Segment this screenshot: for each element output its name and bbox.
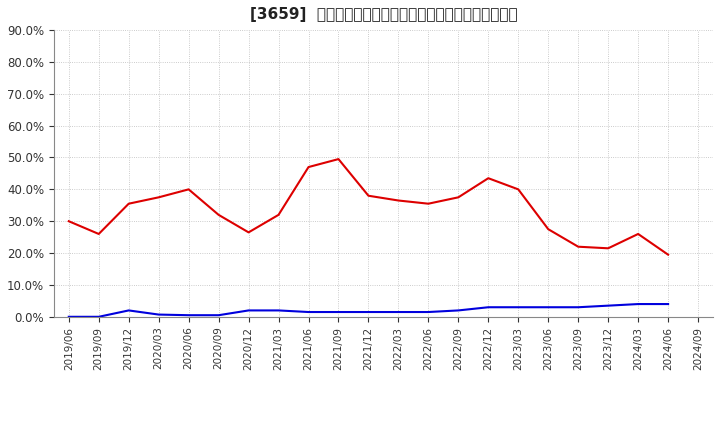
現預金 (364, 193, 373, 198)
現預金 (215, 212, 223, 217)
有利子負債 (334, 309, 343, 315)
現預金 (664, 252, 672, 257)
有利子負債 (244, 308, 253, 313)
有利子負債 (154, 312, 163, 317)
有利子負債 (394, 309, 402, 315)
Line: 有利子負債: 有利子負債 (69, 304, 668, 317)
有利子負債 (304, 309, 312, 315)
現預金 (304, 165, 312, 170)
現預金 (424, 201, 433, 206)
有利子負債 (184, 312, 193, 318)
現預金 (484, 176, 492, 181)
有利子負債 (424, 309, 433, 315)
現預金 (154, 194, 163, 200)
現預金 (334, 157, 343, 162)
有利子負債 (574, 304, 582, 310)
現預金 (604, 246, 613, 251)
有利子負債 (94, 314, 103, 319)
現預金 (634, 231, 642, 237)
現預金 (574, 244, 582, 249)
現預金 (184, 187, 193, 192)
有利子負債 (364, 309, 373, 315)
現預金 (544, 227, 552, 232)
有利子負債 (604, 303, 613, 308)
有利子負債 (215, 312, 223, 318)
Title: [3659]  現預金、有利子負債の総資産に対する比率の推移: [3659] 現預金、有利子負債の総資産に対する比率の推移 (250, 7, 517, 22)
有利子負債 (634, 301, 642, 307)
現預金 (514, 187, 523, 192)
有利子負債 (544, 304, 552, 310)
有利子負債 (484, 304, 492, 310)
有利子負債 (514, 304, 523, 310)
Line: 現預金: 現預金 (69, 159, 668, 255)
現預金 (125, 201, 133, 206)
現預金 (65, 219, 73, 224)
有利子負債 (65, 314, 73, 319)
有利子負債 (125, 308, 133, 313)
現預金 (394, 198, 402, 203)
現預金 (244, 230, 253, 235)
現預金 (274, 212, 283, 217)
有利子負債 (664, 301, 672, 307)
有利子負債 (454, 308, 463, 313)
有利子負債 (274, 308, 283, 313)
現預金 (94, 231, 103, 237)
現預金 (454, 194, 463, 200)
